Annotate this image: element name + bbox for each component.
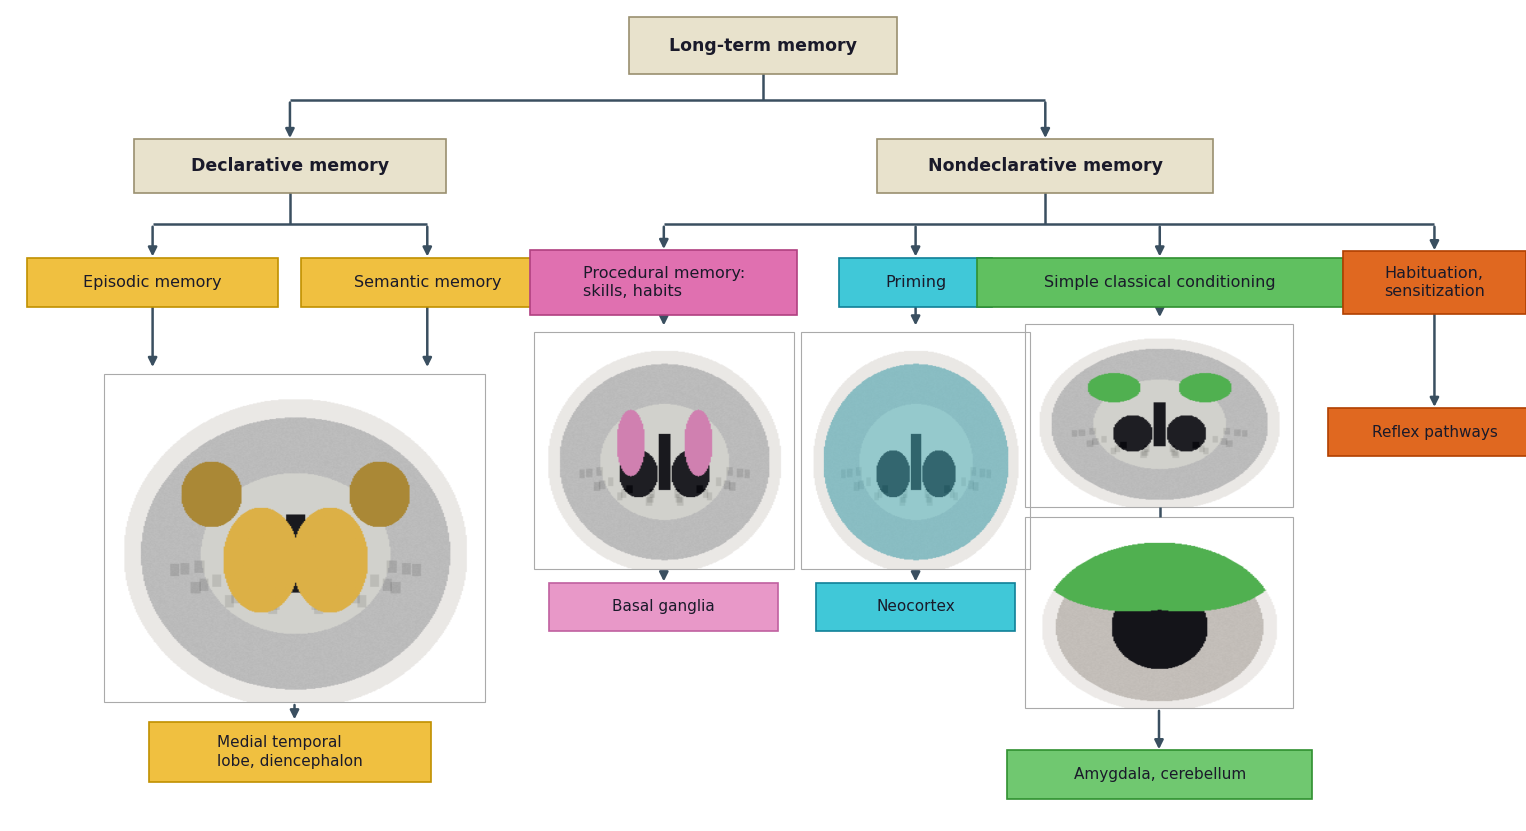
Text: Habituation,
sensitization: Habituation, sensitization xyxy=(1384,266,1485,299)
FancyBboxPatch shape xyxy=(1328,408,1526,456)
FancyBboxPatch shape xyxy=(134,139,446,193)
FancyBboxPatch shape xyxy=(839,258,992,307)
FancyBboxPatch shape xyxy=(977,258,1343,307)
FancyBboxPatch shape xyxy=(816,583,1015,631)
Text: Neocortex: Neocortex xyxy=(876,599,955,614)
FancyBboxPatch shape xyxy=(150,722,430,782)
Text: Procedural memory:
skills, habits: Procedural memory: skills, habits xyxy=(583,266,745,299)
FancyBboxPatch shape xyxy=(1343,251,1526,313)
FancyBboxPatch shape xyxy=(549,583,778,631)
FancyBboxPatch shape xyxy=(27,258,279,307)
Text: Declarative memory: Declarative memory xyxy=(191,157,389,175)
Text: Semantic memory: Semantic memory xyxy=(354,275,501,290)
Text: Long-term memory: Long-term memory xyxy=(668,37,858,55)
Text: Reflex pathways: Reflex pathways xyxy=(1372,425,1497,440)
FancyBboxPatch shape xyxy=(302,258,554,307)
FancyBboxPatch shape xyxy=(531,250,797,315)
Text: Simple classical conditioning: Simple classical conditioning xyxy=(1044,275,1276,290)
FancyBboxPatch shape xyxy=(1007,750,1312,799)
Text: Priming: Priming xyxy=(885,275,946,290)
FancyBboxPatch shape xyxy=(877,139,1213,193)
Text: Amygdala, cerebellum: Amygdala, cerebellum xyxy=(1074,767,1245,782)
Text: Nondeclarative memory: Nondeclarative memory xyxy=(928,157,1163,175)
Text: Episodic memory: Episodic memory xyxy=(84,275,221,290)
Text: Medial temporal
lobe, diencephalon: Medial temporal lobe, diencephalon xyxy=(217,735,363,769)
Text: Basal ganglia: Basal ganglia xyxy=(612,599,716,614)
FancyBboxPatch shape xyxy=(630,17,897,74)
